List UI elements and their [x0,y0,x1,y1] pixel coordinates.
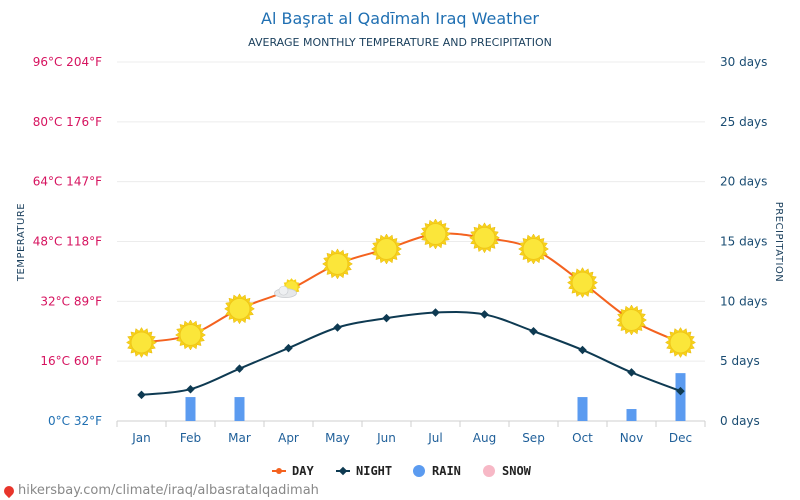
partly-cloudy-icon [274,278,301,299]
y-right-tick-label: 20 days [720,175,767,189]
legend-label: RAIN [432,464,461,478]
legend-label: DAY [292,464,314,478]
legend-label: NIGHT [356,464,392,478]
chart-title: Al Başrat al Qadīmah Iraq Weather [261,9,539,28]
sun-icon [567,267,598,299]
night-point [333,323,342,332]
legend-dot-swatch [483,465,495,477]
day-line [141,232,681,344]
y-left-tick-label: 64°C 147°F [33,175,102,189]
x-tick-label: Oct [572,431,593,445]
night-point [676,386,685,396]
y-left-axis-label: TEMPERATURE [16,203,27,282]
night-point [431,308,440,317]
night-point [382,313,391,323]
sun-icon [420,218,451,250]
legend-item: NIGHT [336,464,392,478]
rain-bar [234,397,245,421]
sun-icon [322,248,353,280]
night-point [578,345,587,355]
legend-marker [276,468,282,474]
y-left-tick-label: 96°C 204°F [33,55,102,69]
weather-chart: Al Başrat al Qadīmah Iraq Weather AVERAG… [16,9,784,478]
x-tick-label: Mar [228,431,251,445]
weather-icons [126,218,696,358]
y-left-tick-label: 16°C 60°F [40,354,102,368]
x-tick-label: Jun [376,431,396,445]
x-tick-label: Aug [473,431,496,445]
night-point [627,368,636,377]
night-point [235,364,244,373]
precipitation-bars [185,373,686,421]
y-right-tick-label: 5 days [720,354,760,368]
y-right-tick-label: 25 days [720,115,767,129]
footer-link[interactable]: hikersbay.com/climate/iraq/albasratalqad… [18,483,319,498]
legend-marker [338,466,348,476]
x-tick-label: Nov [620,431,643,445]
sun-icon [371,233,402,265]
y-left-tick-label: 32°C 89°F [40,294,102,308]
night-point [186,384,195,394]
x-tick-label: Feb [180,431,201,445]
sun-icon [175,319,206,351]
location-pin-icon [1,483,17,498]
x-tick-label: Jan [131,431,151,445]
sun-icon [616,304,647,336]
night-line [141,311,681,396]
y-right-tick-label: 10 days [720,294,767,308]
grid-lines [116,61,706,427]
rain-bar [626,409,637,421]
legend-item: SNOW [483,464,532,478]
x-tick-label: Dec [669,431,692,445]
chart-subtitle: AVERAGE MONTHLY TEMPERATURE AND PRECIPIT… [248,36,552,49]
legend-dot-swatch [413,465,425,477]
x-tick-label: May [325,431,350,445]
legend-label: SNOW [502,464,532,478]
x-tick-label: Jul [427,431,442,445]
rain-bar [675,373,686,421]
night-point [137,390,146,400]
x-ticks: Jan Feb Mar Apr May Jun Jul Aug Sep Oct Nov Dec [131,431,692,445]
sun-icon [665,327,696,358]
rain-bar [577,397,588,421]
y-left-tick-label: 0°C 32°F [48,414,102,428]
y-right-tick-label: 30 days [720,55,767,69]
y-right-tick-label: 15 days [720,235,767,249]
sun-icon [518,233,549,265]
night-point [284,343,293,353]
sun-icon [126,327,157,358]
y-right-ticks: 0 days 5 days 10 days 15 days 20 days 25 days… [720,55,767,428]
sun-icon [224,293,255,325]
y-right-axis-label: PRECIPITATION [773,202,784,283]
y-right-tick-label: 0 days [720,414,760,428]
legend: DAY NIGHT RAIN SNOW [272,464,532,478]
temperature-lines [137,231,685,400]
x-tick-label: Apr [278,431,299,445]
y-left-tick-label: 48°C 118°F [33,235,102,249]
x-tick-label: Sep [522,431,545,445]
sun-icon [469,222,500,254]
y-left-ticks: 0°C 32°F 16°C 60°F 32°C 89°F 48°C 118°F 64°C… [33,55,102,428]
night-point [529,327,538,336]
legend-item: DAY [272,464,314,478]
night-point [480,310,489,319]
legend-item: RAIN [413,464,461,478]
y-left-tick-label: 80°C 176°F [33,115,102,129]
rain-bar [185,397,196,421]
footer[interactable]: hikersbay.com/climate/iraq/albasratalqad… [1,483,319,498]
